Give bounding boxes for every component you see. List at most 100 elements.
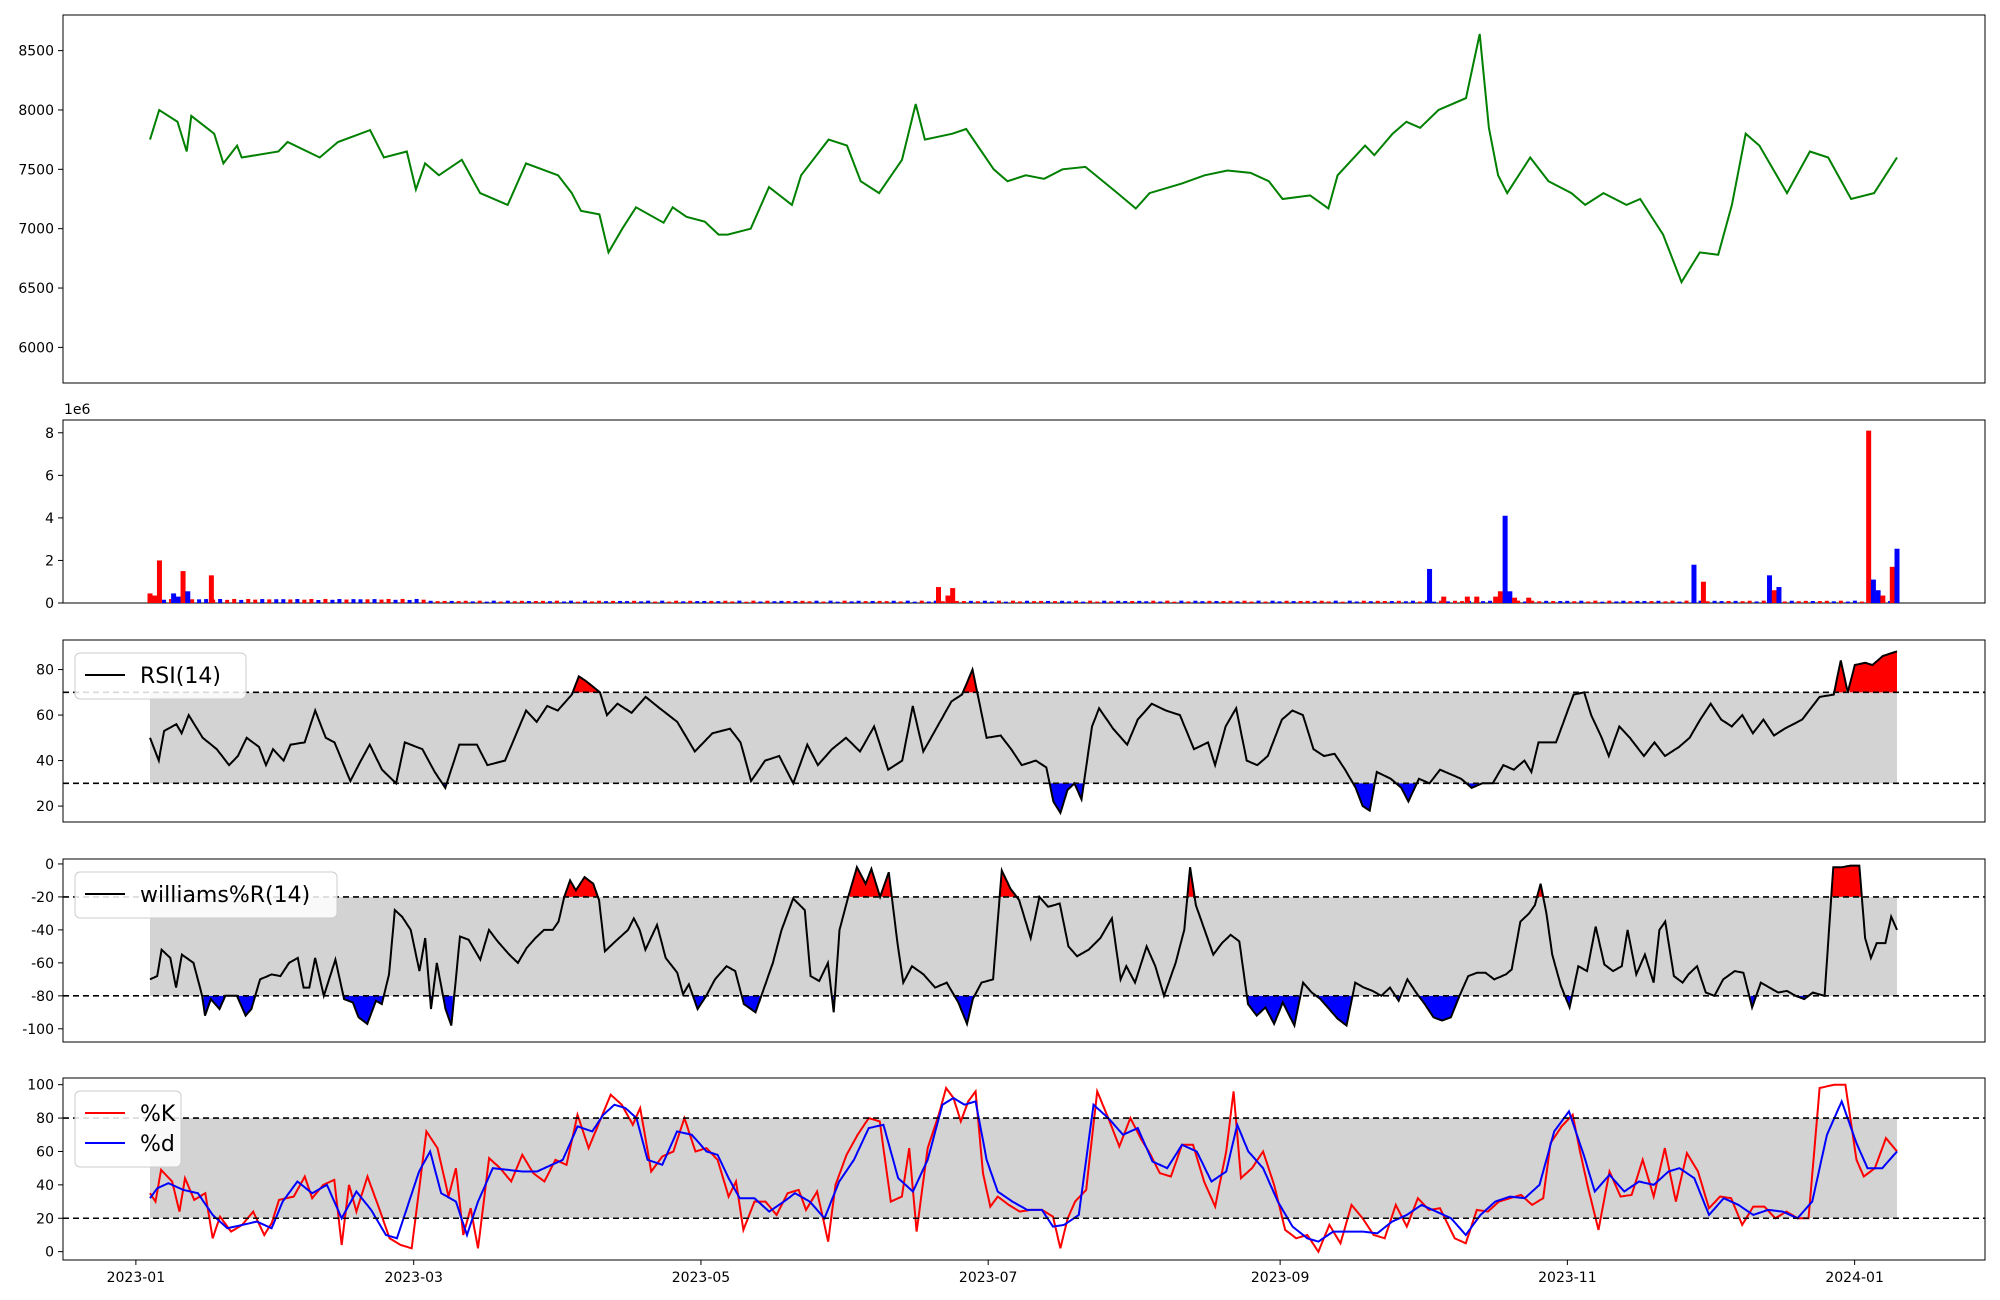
volume-bar [1116,600,1121,603]
volume-bar [1010,600,1015,603]
volume-bar [1151,600,1156,603]
volume-bar [526,601,531,603]
y-tick-label: 80 [36,663,54,679]
volume-bar [1158,601,1163,603]
y-tick-label: 20 [36,799,54,815]
volume-bar [1512,597,1518,603]
y-tick-label: 100 [27,1078,54,1094]
volume-bar [463,600,468,603]
volume-bar [1700,581,1706,603]
volume-bar [716,601,721,603]
oversold-fill [1248,995,1301,1026]
volume-bar [1537,601,1542,603]
volume-bar [765,600,770,603]
legend-label: RSI(14) [140,664,221,689]
volume-bar [1663,601,1668,603]
volume-bar [1088,600,1093,603]
overbought-fill [1831,865,1861,897]
volume-bar [835,601,840,603]
volume-bar [190,599,195,603]
volume-bar [561,601,566,603]
volume-bar [1242,600,1247,603]
volume-bar [1684,600,1689,603]
volume-bar [1354,601,1359,603]
volume-bar [646,600,651,603]
volume-bar [709,600,714,603]
volume-bar [1889,566,1895,603]
volume-bar [147,593,153,603]
volume-bar [267,599,272,603]
oversold-fill [444,995,453,1026]
volume-bar [933,600,938,603]
y-tick-label: 40 [36,754,54,770]
volume-bar [1186,601,1191,603]
y-tick-label: 8500 [18,44,54,60]
volume-bar [1481,601,1486,603]
volume-bar [723,600,728,603]
legend-box [74,652,247,700]
volume-bar [625,601,630,603]
volume-bar [1452,600,1457,603]
volume-bar [1771,590,1777,603]
volume-bar [218,598,223,603]
volume-bar [800,600,805,603]
volume-bar [152,595,158,603]
volume-bar [1621,600,1626,603]
volume-bar [1726,600,1731,603]
volume-bar [737,600,742,603]
y-tick-label: 7500 [18,162,54,178]
volume-bar [239,599,244,603]
volume-bar [491,600,496,603]
volume-bar [1838,600,1843,603]
volume-bar [1796,601,1801,603]
volume-bar [295,599,300,603]
volume-bar [1326,601,1331,603]
y-tick-label: 4 [45,511,54,527]
volume-bar [842,600,847,603]
volume-bar [208,575,214,603]
volume-bar [1719,601,1724,603]
volume-bar [950,588,956,603]
volume-bar [162,599,167,603]
volume-bar [1368,601,1373,603]
volume-bar [898,601,903,603]
volume-bar [1782,601,1787,603]
volume-bar [1656,600,1661,603]
volume-bar [961,601,966,603]
volume-bar [1102,600,1107,603]
volume-bar [302,599,307,603]
volume-bar [1298,600,1303,603]
volume-bar [1340,601,1345,603]
volume-bar [547,601,552,603]
y-tick-label: 6000 [18,340,54,356]
volume-bar [674,600,679,603]
volume-bar [1347,600,1352,603]
volume-bar [1424,600,1429,603]
volume-bar [533,600,538,603]
volume-bar [1214,600,1219,603]
volume-bar [1263,601,1268,603]
volume-bar [730,601,735,603]
volume-bar [407,599,412,603]
volume-bar [1235,601,1240,603]
volume-bar [1410,600,1415,603]
volume-bar [512,601,517,603]
volume-bar [954,601,959,603]
volume-bar [975,601,980,603]
axes-frame [62,1077,1986,1261]
volume-bar [372,599,377,603]
volume-bar [1497,591,1503,603]
volume-bar [1817,601,1822,603]
oversold-fill [955,995,975,1024]
volume-bar [1691,564,1697,603]
volume-bar [379,599,384,603]
x-tick-label: 2024-01 [1825,1270,1884,1286]
volume-bar [807,601,812,603]
volume-bar [1530,600,1535,603]
volume-bar [1526,597,1532,603]
volume-bar [1249,601,1254,603]
volume-bar [1789,600,1794,603]
volume-bar [582,600,587,603]
oversold-fill [693,995,705,1009]
volume-bar [1565,600,1570,603]
